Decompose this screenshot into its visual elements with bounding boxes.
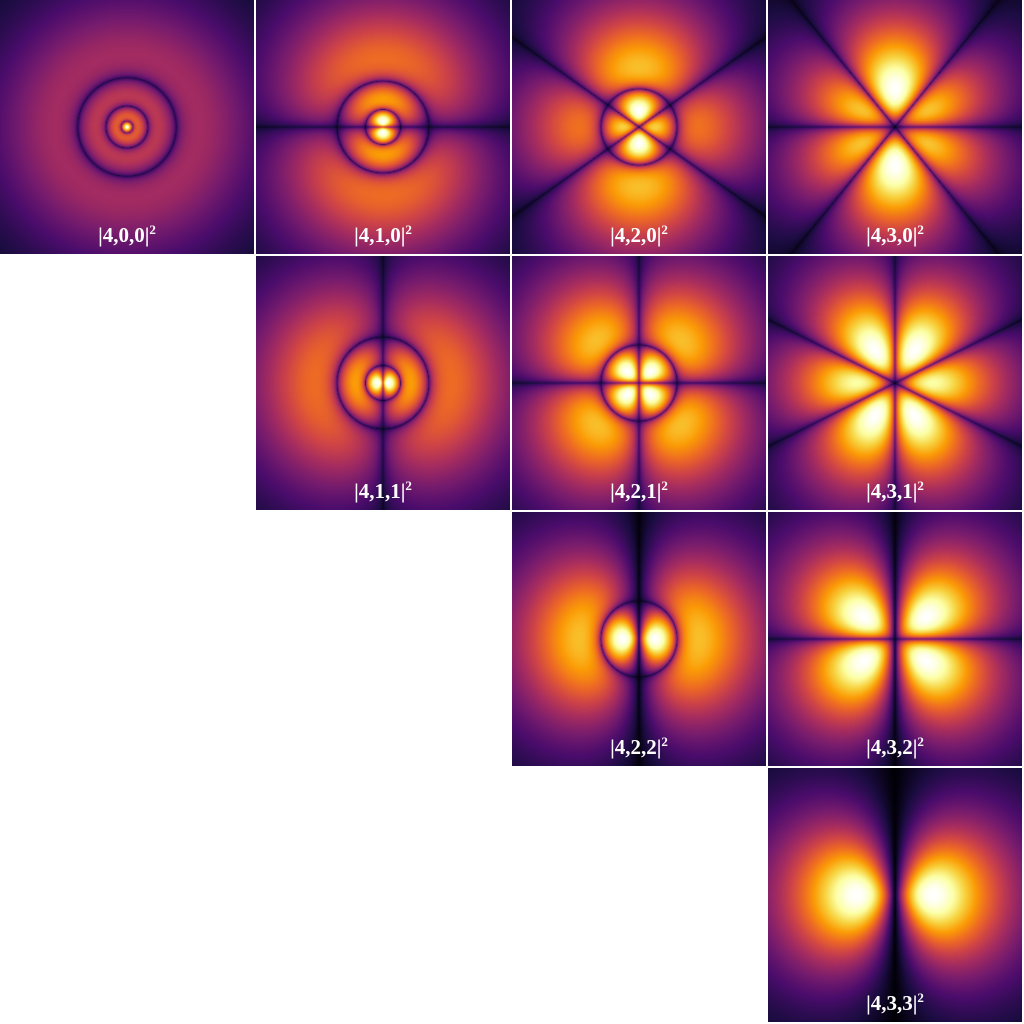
orbital-label-text: |4,3,1| [866, 479, 918, 503]
orbital-density-image [512, 512, 766, 766]
orbital-tile-4-3-3: |4,3,3|2 [768, 768, 1022, 1022]
orbital-label-exponent: 2 [917, 990, 924, 1005]
orbital-label-text: |4,1,0| [354, 223, 406, 247]
orbital-label-text: |4,3,0| [866, 223, 918, 247]
orbital-tile-4-3-1: |4,3,1|2 [768, 256, 1022, 510]
orbital-tile-4-3-0: |4,3,0|2 [768, 0, 1022, 254]
orbital-density-image [768, 768, 1022, 1022]
orbital-label-exponent: 2 [917, 222, 924, 237]
orbital-label: |4,2,2|2 [512, 735, 766, 758]
orbital-label-text: |4,3,3| [866, 991, 918, 1015]
orbital-label: |4,3,0|2 [768, 223, 1022, 246]
orbital-label: |4,1,1|2 [256, 479, 510, 502]
orbital-tile-4-1-1: |4,1,1|2 [256, 256, 510, 510]
orbital-label: |4,3,2|2 [768, 735, 1022, 758]
orbital-label: |4,3,1|2 [768, 479, 1022, 502]
orbital-density-image [256, 0, 510, 254]
orbital-tile-4-0-0: |4,0,0|2 [0, 0, 254, 254]
orbital-density-image [768, 512, 1022, 766]
orbital-label-exponent: 2 [149, 222, 156, 237]
orbital-label-exponent: 2 [917, 478, 924, 493]
orbital-density-image [0, 0, 254, 254]
orbital-tile-4-2-2: |4,2,2|2 [512, 512, 766, 766]
orbital-label-text: |4,1,1| [354, 479, 406, 503]
orbital-label-text: |4,2,2| [610, 735, 662, 759]
orbital-label: |4,2,0|2 [512, 223, 766, 246]
orbital-tile-4-3-2: |4,3,2|2 [768, 512, 1022, 766]
orbital-density-image [768, 0, 1022, 254]
orbital-label-text: |4,2,0| [610, 223, 662, 247]
orbital-density-image [512, 256, 766, 510]
orbital-label-text: |4,2,1| [610, 479, 662, 503]
orbital-label: |4,3,3|2 [768, 991, 1022, 1014]
orbital-label-exponent: 2 [661, 478, 668, 493]
orbital-label: |4,0,0|2 [0, 223, 254, 246]
orbital-label-text: |4,0,0| [98, 223, 150, 247]
orbital-tile-4-2-1: |4,2,1|2 [512, 256, 766, 510]
orbital-label-exponent: 2 [917, 734, 924, 749]
orbital-density-image [768, 256, 1022, 510]
orbital-label-exponent: 2 [661, 222, 668, 237]
orbital-density-image [256, 256, 510, 510]
orbital-label-exponent: 2 [405, 222, 412, 237]
orbital-label-exponent: 2 [661, 734, 668, 749]
orbital-label-text: |4,3,2| [866, 735, 918, 759]
orbital-tile-4-1-0: |4,1,0|2 [256, 0, 510, 254]
orbital-label: |4,2,1|2 [512, 479, 766, 502]
orbital-label-exponent: 2 [405, 478, 412, 493]
orbital-density-image [512, 0, 766, 254]
orbital-label: |4,1,0|2 [256, 223, 510, 246]
orbital-tile-4-2-0: |4,2,0|2 [512, 0, 766, 254]
